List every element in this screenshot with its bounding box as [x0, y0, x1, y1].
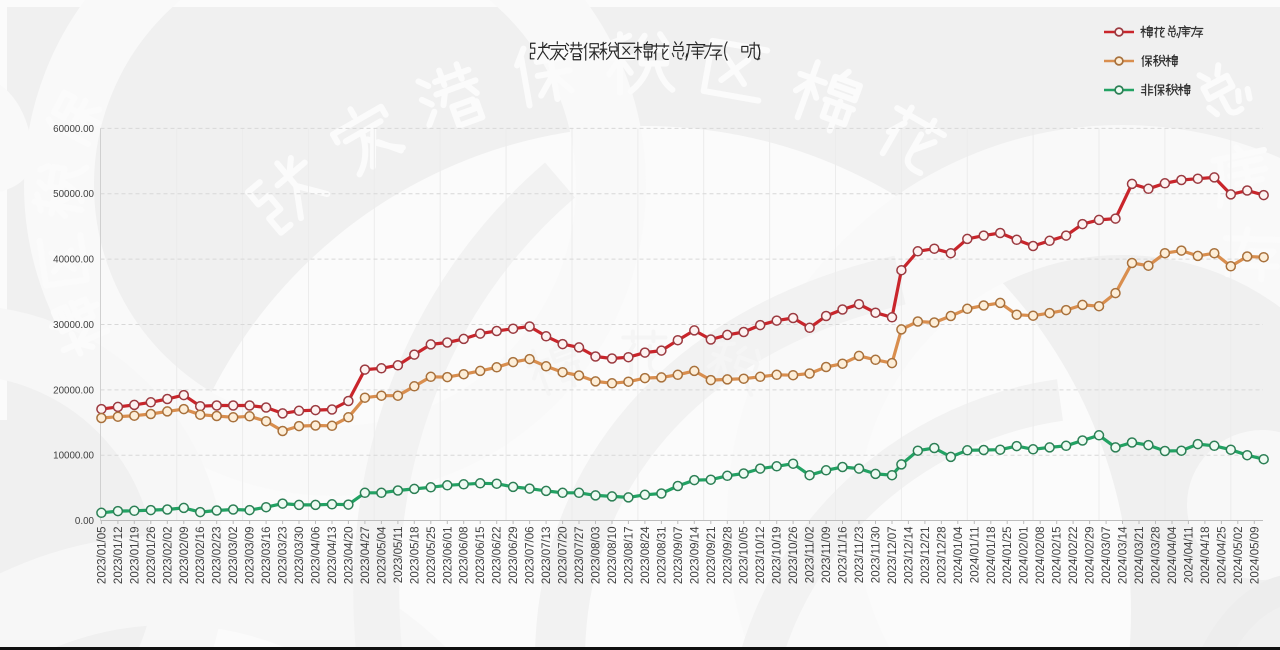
svg-text:2024/03/28: 2024/03/28 [1151, 527, 1163, 585]
svg-text:2023/02/02: 2023/02/02 [162, 527, 174, 585]
svg-text:2023/08/03: 2023/08/03 [591, 527, 603, 585]
svg-text:2023/12/07: 2023/12/07 [887, 527, 899, 585]
svg-text:2024/02/22: 2024/02/22 [1068, 527, 1080, 585]
svg-text:2024/03/14: 2024/03/14 [1118, 526, 1130, 584]
svg-text:2023/01/12: 2023/01/12 [113, 527, 125, 585]
svg-text:2024/04/11: 2024/04/11 [1183, 527, 1195, 584]
svg-text:60000.00: 60000.00 [53, 124, 94, 135]
svg-text:2023/05/04: 2023/05/04 [376, 526, 388, 584]
svg-text:2023/05/25: 2023/05/25 [426, 527, 438, 585]
svg-text:2023/10/19: 2023/10/19 [772, 527, 784, 585]
svg-text:2023/04/27: 2023/04/27 [360, 527, 372, 585]
svg-text:2023/12/28: 2023/12/28 [936, 527, 948, 585]
svg-text:2023/03/02: 2023/03/02 [228, 527, 240, 585]
svg-text:2023/06/01: 2023/06/01 [442, 527, 454, 585]
svg-text:2023/01/26: 2023/01/26 [146, 527, 158, 585]
svg-text:2023/01/19: 2023/01/19 [129, 527, 141, 585]
svg-text:0.00: 0.00 [75, 516, 95, 527]
svg-text:2023/09/21: 2023/09/21 [706, 527, 718, 585]
svg-text:2023/11/09: 2023/11/09 [821, 527, 833, 584]
svg-text:2023/08/31: 2023/08/31 [656, 527, 668, 585]
svg-text:2024/03/21: 2024/03/21 [1134, 527, 1146, 585]
svg-text:2023/11/16: 2023/11/16 [838, 527, 850, 584]
svg-text:2023/03/16: 2023/03/16 [261, 527, 273, 585]
svg-text:2023/11/02: 2023/11/02 [805, 527, 817, 584]
svg-text:40000.00: 40000.00 [53, 255, 94, 266]
svg-text:2023/06/22: 2023/06/22 [492, 527, 504, 585]
svg-text:2023/11/23: 2023/11/23 [854, 527, 866, 584]
svg-text:2023/03/09: 2023/03/09 [245, 527, 257, 585]
svg-text:2023/08/24: 2023/08/24 [640, 526, 652, 584]
svg-text:2023/08/17: 2023/08/17 [623, 527, 635, 585]
svg-text:2024/05/02: 2024/05/02 [1233, 527, 1245, 585]
svg-text:2024/02/01: 2024/02/01 [1019, 527, 1031, 585]
svg-text:2024/04/04: 2024/04/04 [1167, 526, 1179, 584]
svg-text:2024/04/18: 2024/04/18 [1200, 527, 1212, 585]
svg-text:2024/03/07: 2024/03/07 [1101, 527, 1113, 585]
svg-text:2023/07/20: 2023/07/20 [558, 527, 570, 585]
svg-text:2023/10/05: 2023/10/05 [739, 527, 751, 585]
svg-text:2023/02/16: 2023/02/16 [195, 527, 207, 585]
svg-text:2023/05/18: 2023/05/18 [409, 527, 421, 585]
svg-text:2023/09/28: 2023/09/28 [722, 527, 734, 585]
svg-text:2023/01/05: 2023/01/05 [96, 527, 108, 585]
svg-text:2023/09/07: 2023/09/07 [673, 527, 685, 585]
svg-text:20000.00: 20000.00 [53, 385, 94, 396]
svg-text:2024/02/08: 2024/02/08 [1035, 527, 1047, 585]
svg-text:2023/12/21: 2023/12/21 [920, 527, 932, 585]
svg-text:2023/04/20: 2023/04/20 [343, 527, 355, 585]
svg-text:2024/01/18: 2024/01/18 [986, 527, 998, 585]
svg-text:10000.00: 10000.00 [53, 451, 94, 462]
svg-text:2023/07/06: 2023/07/06 [525, 527, 537, 585]
svg-text:2023/07/13: 2023/07/13 [541, 527, 553, 585]
svg-text:2023/02/09: 2023/02/09 [179, 527, 191, 585]
svg-text:2024/01/11: 2024/01/11 [969, 527, 981, 584]
svg-text:2024/01/04: 2024/01/04 [953, 526, 965, 584]
svg-text:2023/10/12: 2023/10/12 [755, 527, 767, 585]
svg-text:2023/11/30: 2023/11/30 [871, 527, 883, 584]
svg-text:2023/03/30: 2023/03/30 [294, 527, 306, 585]
svg-text:2023/05/11: 2023/05/11 [393, 527, 405, 584]
svg-text:30000.00: 30000.00 [53, 320, 94, 331]
svg-text:2023/06/29: 2023/06/29 [508, 527, 520, 585]
svg-text:2023/02/23: 2023/02/23 [212, 527, 224, 585]
svg-text:2023/10/26: 2023/10/26 [788, 527, 800, 585]
svg-text:2023/04/06: 2023/04/06 [311, 527, 323, 585]
svg-text:2023/03/23: 2023/03/23 [278, 527, 290, 585]
svg-text:2023/06/15: 2023/06/15 [475, 527, 487, 585]
svg-text:2023/04/13: 2023/04/13 [327, 527, 339, 585]
svg-text:2024/05/09: 2024/05/09 [1249, 527, 1261, 585]
svg-text:2023/07/27: 2023/07/27 [574, 527, 586, 585]
svg-text:2024/02/29: 2024/02/29 [1085, 527, 1097, 585]
svg-text:2024/04/25: 2024/04/25 [1216, 527, 1228, 585]
svg-text:50000.00: 50000.00 [53, 189, 94, 200]
svg-text:2024/01/25: 2024/01/25 [1002, 527, 1014, 585]
svg-text:2023/09/14: 2023/09/14 [689, 526, 701, 584]
svg-text:2023/06/08: 2023/06/08 [459, 527, 471, 585]
svg-text:2023/12/14: 2023/12/14 [903, 526, 915, 584]
svg-text:2023/08/10: 2023/08/10 [607, 527, 619, 585]
svg-text:2024/02/15: 2024/02/15 [1052, 527, 1064, 585]
